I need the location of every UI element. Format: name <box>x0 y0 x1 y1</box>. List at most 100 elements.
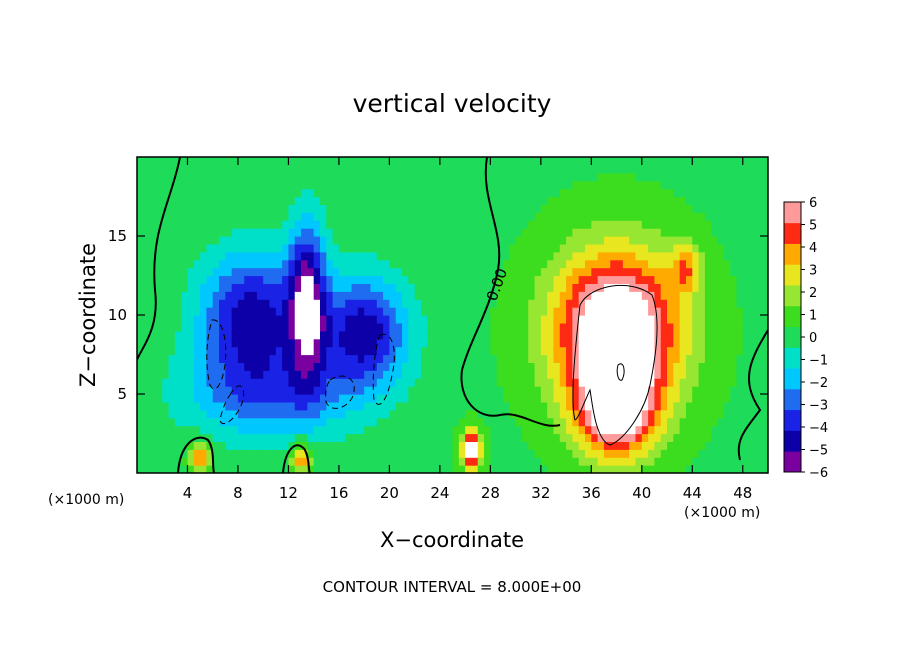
field-cell <box>641 220 649 229</box>
field-cell <box>496 228 504 237</box>
field-cell <box>225 204 233 213</box>
field-cell <box>509 180 517 190</box>
field-cell <box>269 188 277 198</box>
field-cell <box>345 157 353 166</box>
field-cell <box>351 299 359 308</box>
field-cell <box>452 370 460 379</box>
field-cell <box>578 251 586 261</box>
field-cell <box>528 228 536 237</box>
field-cell <box>502 180 510 190</box>
field-cell <box>559 299 567 308</box>
field-cell <box>490 164 498 174</box>
field-cell <box>566 164 573 174</box>
field-cell <box>137 196 144 205</box>
field-cell <box>389 251 397 261</box>
field-cell <box>263 172 271 182</box>
field-cell <box>641 188 649 198</box>
field-cell <box>667 457 674 466</box>
field-cell <box>452 315 460 324</box>
field-cell <box>219 457 226 466</box>
field-cell <box>275 291 283 300</box>
field-cell <box>471 465 479 473</box>
field-cell <box>269 378 277 387</box>
field-cell <box>332 354 340 363</box>
field-cell <box>629 378 637 387</box>
field-cell <box>351 425 359 435</box>
field-cell <box>294 172 302 182</box>
field-cell <box>610 354 618 363</box>
field-cell <box>458 236 466 245</box>
field-cell <box>263 441 271 450</box>
colorbar-tick-label: −1 <box>809 354 828 369</box>
field-cell <box>237 409 245 419</box>
field-cell <box>383 291 390 300</box>
field-cell <box>553 259 561 269</box>
field-cell <box>402 370 409 379</box>
field-cell <box>717 243 725 253</box>
field-cell <box>275 180 283 190</box>
field-cell <box>534 362 542 371</box>
y-tick-label: 10 <box>108 306 127 324</box>
field-cell <box>465 307 473 316</box>
field-cell <box>395 465 403 473</box>
field-cell <box>370 330 378 340</box>
field-cell <box>540 243 548 253</box>
field-cell <box>256 196 264 205</box>
field-cell <box>692 307 700 316</box>
field-cell <box>704 441 712 450</box>
field-cell <box>515 172 523 182</box>
field-cell <box>282 204 290 213</box>
field-cell <box>477 417 485 427</box>
field-cell <box>439 220 447 229</box>
field-cell <box>357 236 365 245</box>
field-cell <box>427 409 435 419</box>
field-cell <box>439 409 447 419</box>
field-cell <box>275 409 283 419</box>
field-cell <box>660 172 668 182</box>
field-cell <box>509 236 517 245</box>
field-cell <box>679 433 687 442</box>
field-cell <box>193 378 201 387</box>
field-cell <box>452 228 460 237</box>
field-cell <box>755 243 763 253</box>
field-cell <box>389 164 397 174</box>
field-cell <box>603 378 611 387</box>
field-cell <box>547 172 555 182</box>
field-cell <box>736 236 744 245</box>
field-cell <box>263 449 271 458</box>
field-cell <box>521 362 529 371</box>
field-cell <box>597 164 605 174</box>
field-cell <box>212 441 220 450</box>
field-cell <box>389 330 397 340</box>
field-cell <box>389 243 397 253</box>
field-cell <box>490 275 498 284</box>
field-cell <box>673 267 681 277</box>
field-cell <box>616 157 624 166</box>
field-cell <box>351 457 359 466</box>
field-cell <box>137 386 144 395</box>
field-cell <box>402 196 409 205</box>
field-cell <box>149 465 157 473</box>
field-cell <box>496 243 504 253</box>
field-cell <box>370 449 378 458</box>
field-cell <box>212 188 220 198</box>
field-cell <box>730 449 738 458</box>
field-cell <box>553 172 561 182</box>
field-cell <box>572 417 580 427</box>
field-cell <box>559 220 567 229</box>
field-cell <box>667 299 674 308</box>
field-cell <box>502 394 510 403</box>
field-cell <box>345 251 353 261</box>
field-cell <box>471 362 479 371</box>
field-cell <box>383 228 390 237</box>
field-cell <box>351 370 359 379</box>
field-cell <box>692 330 700 340</box>
field-cell <box>723 346 731 356</box>
field-cell <box>395 441 403 450</box>
field-cell <box>749 283 756 292</box>
field-cell <box>572 157 580 166</box>
field-cell <box>704 180 712 190</box>
field-cell <box>547 220 555 229</box>
field-cell <box>143 307 151 316</box>
field-cell <box>237 346 245 356</box>
